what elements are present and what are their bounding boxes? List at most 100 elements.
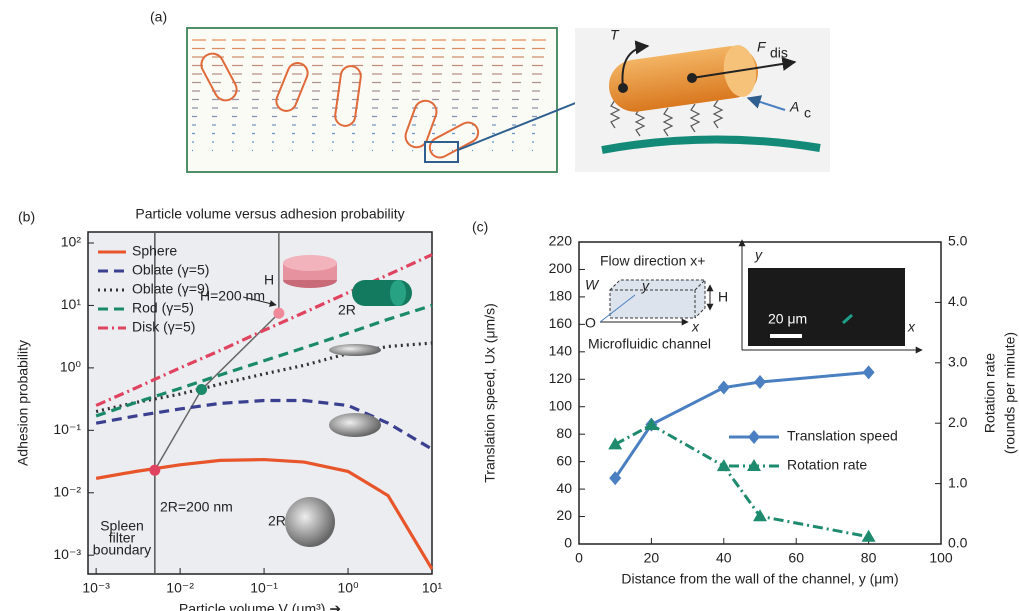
y-axis-label: Translation speed, Ux (μm/s) [482, 303, 498, 483]
annotation: 2R=200 nm [160, 499, 233, 515]
sphere-icon [285, 497, 335, 547]
bond [634, 107, 646, 137]
legend-label: Rod (γ=5) [132, 300, 194, 316]
axis-y-line [599, 294, 636, 323]
legend-marker [748, 430, 760, 444]
force-label: F [757, 39, 767, 55]
data-point [608, 437, 623, 450]
inset-text: W [585, 277, 600, 293]
particle [275, 62, 309, 112]
data-point [644, 418, 659, 431]
x-tick-label: 60 [788, 550, 804, 566]
area-arrow [746, 95, 786, 111]
panel-label: (b) [18, 209, 35, 225]
highlight-point [149, 464, 161, 476]
micrograph [748, 268, 905, 346]
bond [712, 99, 724, 129]
y2-tick-label: 0.0 [948, 535, 968, 551]
x-tick-label: 10⁻³ [82, 580, 110, 596]
legend-marker [747, 459, 761, 471]
torque-label: T [610, 27, 620, 43]
highlight-point [273, 307, 285, 319]
x-tick-label: 0 [575, 550, 583, 566]
inset: Flow direction x+ W y H O x Microfluidic… [585, 239, 923, 354]
y-tick-label: 10⁻³ [53, 546, 81, 562]
annotation: boundary [93, 542, 151, 558]
panel-label: (c) [472, 219, 488, 235]
y-tick-label: 10⁻¹ [53, 421, 81, 437]
y2-tick-label: 1.0 [948, 474, 968, 490]
data-point [753, 509, 767, 522]
particle [404, 99, 438, 149]
area-label: A [789, 99, 799, 115]
y-tick-label: 120 [549, 370, 573, 386]
y2-axis-label: (rounds per minute) [1002, 332, 1018, 454]
inset-text: x [691, 319, 700, 335]
series-line [95, 398, 433, 451]
y2-tick-label: 2.0 [948, 414, 968, 430]
y-tick-label: 160 [549, 315, 573, 331]
x-axis-label: Distance from the wall of the channel, y… [621, 571, 898, 587]
inset-text: x [907, 319, 916, 335]
force-sub: dis [770, 45, 788, 61]
x-tick-label: 10¹ [422, 580, 443, 596]
zoom-box [424, 141, 459, 163]
y-tick-label: 10⁰ [60, 359, 82, 375]
inset-text: O [585, 315, 596, 331]
inset-text: y [754, 247, 763, 263]
inset-text: y [641, 278, 650, 294]
particle [200, 52, 238, 102]
plot-frame [87, 231, 433, 575]
data-point [609, 471, 622, 486]
annotation: 2R [338, 302, 356, 318]
y-tick-label: 80 [556, 425, 572, 441]
x-tick-label: 10⁻¹ [250, 580, 278, 596]
highlight-point [196, 384, 208, 396]
y-tick-label: 40 [556, 480, 572, 496]
data-point [754, 375, 766, 390]
disk-icon [283, 255, 337, 271]
y-tick-label: 0 [564, 535, 572, 551]
x-tick-label: 10⁻² [166, 580, 194, 596]
torque-arrow [621, 40, 650, 89]
force-arrow [691, 57, 797, 79]
data-point [716, 459, 731, 472]
channel-box [609, 279, 706, 319]
annotation: 2R [268, 513, 286, 529]
y2-tick-label: 5.0 [948, 233, 968, 249]
x-tick-label: 100 [929, 550, 953, 566]
legend-label: Disk (γ=5) [132, 319, 195, 335]
y2-tick-label: 3.0 [948, 354, 968, 370]
particle-icons [283, 255, 412, 547]
inset-text: Flow direction x+ [600, 253, 705, 269]
surface [601, 135, 821, 154]
data-point [862, 365, 875, 380]
flow-lines [192, 39, 552, 152]
oblate-icon [329, 413, 381, 437]
annotation: H=200 nm [200, 288, 265, 304]
rod-icon [390, 280, 406, 306]
x-tick-label: 10⁰ [337, 580, 359, 596]
annotation-arrow [242, 296, 277, 307]
legend-label: Oblate (γ=5) [132, 262, 209, 278]
cylinder-body [608, 46, 759, 112]
y-tick-label: 20 [556, 507, 572, 523]
annotation: Spleen [100, 518, 144, 534]
x-tick-label: 20 [644, 550, 660, 566]
y-tick-label: 200 [549, 260, 573, 276]
data-point [861, 529, 876, 542]
plot-frame [578, 241, 942, 545]
oblate-icon [329, 344, 381, 356]
area-sub: c [804, 105, 811, 121]
x-tick-label: 40 [716, 550, 732, 566]
panel-label: (a) [150, 9, 167, 25]
x-tick-label: 80 [861, 550, 877, 566]
series-line [95, 341, 433, 414]
x-axis-label: Particle volume V (μm³) ➔ [179, 601, 341, 611]
y-tick-label: 10⁻² [53, 483, 81, 499]
y-tick-label: 10¹ [61, 296, 82, 312]
annotation: filter [109, 530, 136, 546]
legend-label: Sphere [132, 243, 177, 259]
legend-label: Rotation rate [787, 457, 867, 473]
